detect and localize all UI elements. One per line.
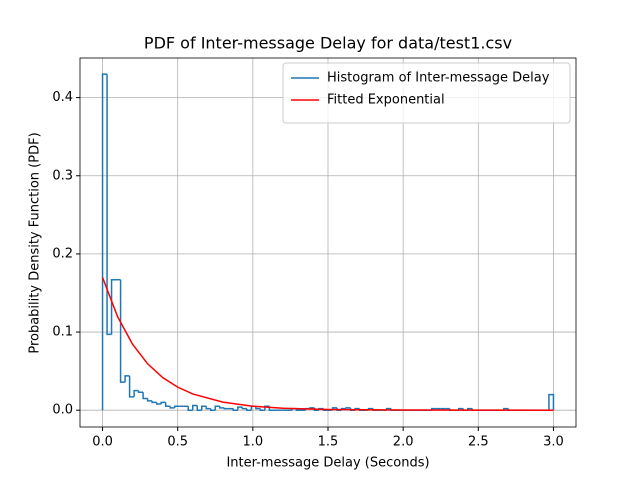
y-tick-label: 0.2 bbox=[52, 246, 73, 261]
x-tick-label: 0.5 bbox=[167, 435, 188, 450]
x-tick-label: 3.0 bbox=[543, 435, 564, 450]
fit-line bbox=[101, 277, 554, 411]
histogram-step bbox=[223, 407, 229, 410]
legend-label: Fitted Exponential bbox=[327, 93, 445, 108]
histogram-step bbox=[219, 406, 225, 409]
histogram-step bbox=[169, 406, 175, 409]
x-tick-label: 1.0 bbox=[243, 435, 264, 450]
histogram-step bbox=[187, 406, 193, 411]
x-tick-label: 0.0 bbox=[92, 435, 113, 450]
histogram-step bbox=[133, 389, 139, 397]
y-tick-label: 0.1 bbox=[52, 325, 73, 340]
histogram-step bbox=[106, 74, 112, 336]
chart-title: PDF of Inter-message Delay for data/test… bbox=[144, 34, 512, 53]
histogram-step bbox=[200, 405, 207, 411]
y-tick-label: 0.0 bbox=[52, 403, 73, 418]
legend-label: Histogram of Inter-message Delay bbox=[327, 71, 550, 86]
histogram-step bbox=[142, 392, 148, 400]
histogram-step bbox=[191, 404, 198, 411]
histogram-step bbox=[151, 400, 157, 404]
histogram-step bbox=[345, 407, 351, 409]
histogram-step bbox=[214, 405, 220, 411]
plot-frame bbox=[79, 57, 577, 428]
legend-box bbox=[282, 62, 571, 124]
y-tick-label: 0.3 bbox=[52, 168, 73, 183]
histogram-step bbox=[101, 73, 108, 411]
histogram-step bbox=[124, 375, 130, 383]
histogram-step bbox=[205, 406, 211, 410]
histogram-step bbox=[160, 401, 166, 404]
histogram-step bbox=[146, 398, 153, 402]
histogram-step bbox=[110, 278, 117, 335]
y-axis-label: Probability Density Function (PDF) bbox=[28, 132, 43, 353]
x-tick-label: 2.0 bbox=[393, 435, 414, 450]
histogram-step bbox=[232, 408, 238, 411]
x-tick-label: 2.5 bbox=[468, 435, 489, 450]
histogram-step bbox=[137, 390, 144, 393]
histogram-step bbox=[155, 402, 162, 405]
histogram-step bbox=[237, 406, 243, 411]
histogram-step bbox=[128, 375, 135, 398]
histogram-step bbox=[210, 408, 216, 411]
histogram-step bbox=[164, 402, 171, 408]
histogram-step bbox=[196, 405, 202, 411]
histogram-step bbox=[548, 393, 555, 411]
histogram-step bbox=[173, 405, 180, 408]
histogram-step bbox=[241, 407, 247, 410]
y-tick-label: 0.4 bbox=[52, 90, 73, 105]
histogram-step bbox=[259, 408, 265, 411]
histogram-step bbox=[246, 408, 252, 411]
x-tick-label: 1.5 bbox=[318, 435, 339, 450]
histogram-step bbox=[119, 279, 126, 383]
x-axis-label: Inter-message Delay (Seconds) bbox=[226, 456, 429, 471]
